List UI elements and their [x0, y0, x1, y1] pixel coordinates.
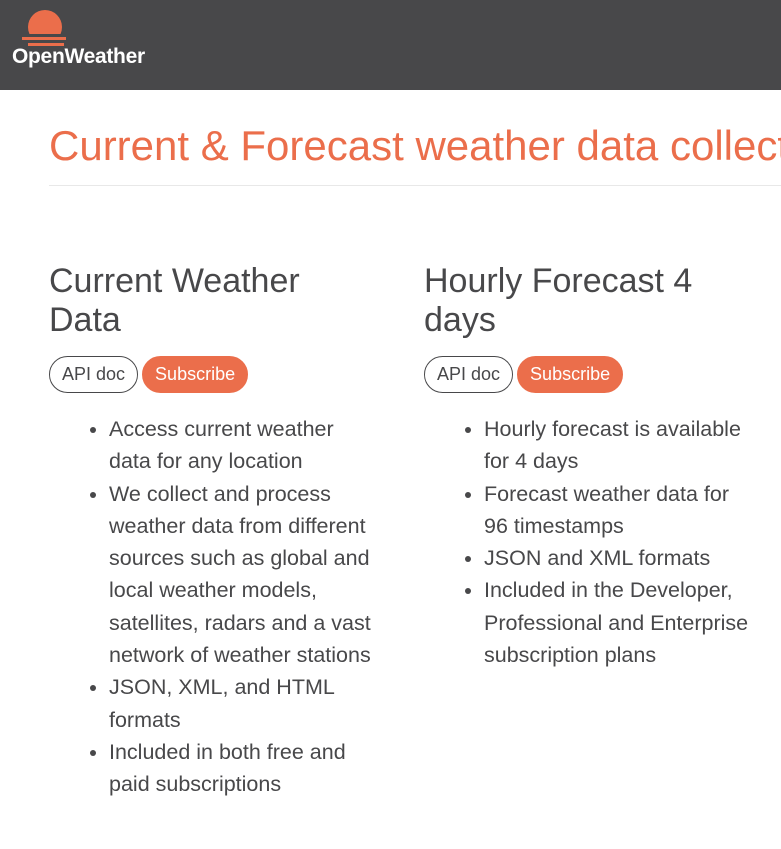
feature-item: Included in both free and paid subscript… — [109, 736, 381, 801]
feature-item: Hourly forecast is available for 4 days — [484, 413, 756, 478]
feature-list: Hourly forecast is available for 4 daysF… — [424, 413, 756, 671]
feature-item: Included in the Developer, Professional … — [484, 574, 756, 671]
feature-item: We collect and process weather data from… — [109, 478, 381, 672]
api-doc-button[interactable]: API doc — [49, 356, 139, 393]
feature-item: Access current weather data for any loca… — [109, 413, 381, 478]
feature-list: Access current weather data for any loca… — [49, 413, 381, 801]
divider — [49, 185, 781, 186]
product-title: Current Weather Data — [49, 262, 300, 339]
logo-text[interactable]: OpenWeather — [12, 45, 145, 68]
feature-item: JSON and XML formats — [484, 542, 756, 574]
page-title: Current & Forecast weather data collecti… — [49, 122, 781, 169]
button-row: API doc Subscribe — [49, 356, 389, 393]
feature-item: JSON, XML, and HTML formats — [109, 671, 381, 736]
logo-icon — [20, 10, 70, 48]
header: OpenWeather — [0, 0, 781, 90]
api-doc-button[interactable]: API doc — [424, 356, 514, 393]
product-title: Hourly Forecast 4 days — [424, 262, 693, 339]
subscribe-button[interactable]: Subscribe — [517, 356, 624, 393]
button-row: API doc Subscribe — [424, 356, 764, 393]
subscribe-button[interactable]: Subscribe — [142, 356, 249, 393]
feature-item: Forecast weather data for 96 timestamps — [484, 478, 756, 543]
